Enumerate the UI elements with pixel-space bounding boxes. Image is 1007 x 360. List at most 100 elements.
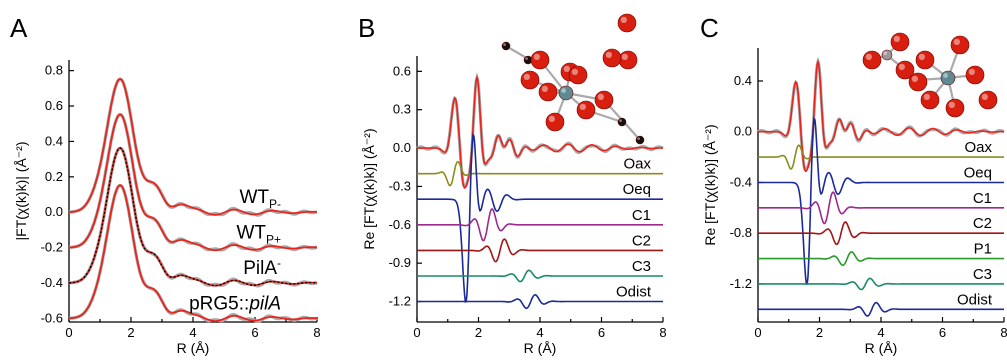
y-tick-label: 0.6 bbox=[393, 63, 411, 78]
oxygen-atom-highlight bbox=[605, 51, 612, 58]
component-curve bbox=[758, 116, 1004, 286]
component-curve bbox=[417, 132, 663, 303]
x-tick-label: 2 bbox=[475, 325, 482, 340]
x-tick-label: 6 bbox=[939, 325, 946, 340]
component-label: Oeq bbox=[964, 164, 992, 181]
y-tick-label: 0.4 bbox=[734, 73, 752, 88]
carbon-atom bbox=[635, 135, 645, 145]
x-axis-label: R (Å) bbox=[865, 340, 898, 356]
oxygen-atom-highlight bbox=[523, 73, 530, 80]
oxygen-atom-highlight bbox=[541, 85, 548, 92]
oxygen-atom-highlight bbox=[620, 16, 627, 23]
oxygen-atom bbox=[576, 100, 596, 120]
x-tick-label: 2 bbox=[816, 325, 823, 340]
oxygen-atom bbox=[617, 13, 637, 33]
series-label: WTP+ bbox=[236, 223, 281, 247]
oxygen-atom bbox=[965, 65, 985, 85]
carbon-atom-highlight bbox=[637, 137, 640, 141]
x-tick-label: 2 bbox=[127, 325, 134, 340]
component-curve bbox=[417, 293, 663, 310]
series-label: pRG5::pilA bbox=[189, 293, 281, 314]
panel-letter: A bbox=[10, 13, 28, 43]
component-curve bbox=[417, 238, 663, 263]
y-tick-label: 0.0 bbox=[393, 140, 411, 155]
oxygen-atom bbox=[915, 50, 935, 70]
y-tick-label: -1.2 bbox=[730, 276, 752, 291]
y-tick-label: 0.3 bbox=[393, 102, 411, 117]
dotted-curve bbox=[69, 147, 318, 287]
oxygen-atom bbox=[538, 82, 558, 102]
oxygen-atom bbox=[520, 70, 540, 90]
x-tick-label: 0 bbox=[65, 325, 72, 340]
component-curve bbox=[758, 251, 1004, 267]
panel-letter: C bbox=[700, 13, 719, 43]
x-tick-label: 8 bbox=[313, 325, 320, 340]
oxygen-atom-highlight bbox=[597, 93, 604, 100]
uranium-atom bbox=[940, 70, 956, 86]
carbon-atom bbox=[501, 41, 511, 51]
oxygen-atom bbox=[545, 112, 565, 132]
y-axis-label: |FT(χ(k)k)| (Å⁻²) bbox=[13, 142, 29, 241]
x-tick-label: 4 bbox=[877, 325, 884, 340]
fit-curve bbox=[69, 113, 318, 252]
oxygen-atom-highlight bbox=[548, 115, 555, 122]
y-tick-label: -0.6 bbox=[389, 217, 411, 232]
fit-curve bbox=[69, 78, 318, 216]
oxygen-atom-highlight bbox=[579, 103, 586, 110]
carbon-atom-highlight bbox=[525, 57, 528, 60]
oxygen-atom-highlight bbox=[865, 53, 872, 60]
component-curve bbox=[417, 160, 663, 187]
x-tick-label: 6 bbox=[251, 325, 258, 340]
x-axis-label: R (Å) bbox=[524, 340, 557, 356]
y-tick-label: -0.2 bbox=[41, 240, 63, 255]
component-curve bbox=[758, 301, 1004, 317]
oxygen-atom bbox=[618, 50, 638, 70]
y-tick-label: 0.6 bbox=[45, 98, 63, 113]
oxygen-atom bbox=[568, 65, 588, 85]
y-tick-label: -0.4 bbox=[730, 174, 752, 189]
component-label: P1 bbox=[974, 241, 992, 258]
x-tick-label: 6 bbox=[598, 325, 605, 340]
uranium-atom-highlight bbox=[561, 88, 566, 94]
oxygen-atom bbox=[950, 35, 970, 55]
component-label: C1 bbox=[632, 207, 651, 224]
oxygen-atom-highlight bbox=[953, 38, 960, 45]
oxygen-atom-highlight bbox=[893, 35, 900, 42]
y-tick-label: 0.0 bbox=[45, 204, 63, 219]
component-curve bbox=[417, 74, 663, 189]
y-tick-label: 0.4 bbox=[45, 133, 63, 148]
y-tick-label: 0.8 bbox=[45, 63, 63, 78]
x-tick-label: 8 bbox=[659, 325, 666, 340]
component-label: C3 bbox=[973, 266, 992, 283]
component-label: C1 bbox=[973, 190, 992, 207]
component-label: Oax bbox=[623, 156, 651, 173]
component-curve bbox=[758, 191, 1004, 225]
component-label: Odist bbox=[616, 284, 652, 301]
y-tick-label: -0.9 bbox=[389, 255, 411, 270]
panel-B: B 0 2 4 6 8 -1.2 -0.9 -0.6 -0.3 0.0 0.3 0.6 R (Å) Re [… bbox=[358, 13, 667, 356]
panel-C: C 0 2 4 6 8 -1.2 -0.8 -0.4 0.0 0.4 R (Å) Re [FT(χ(k)… bbox=[700, 13, 1007, 356]
component-label: C2 bbox=[632, 232, 651, 249]
component-label: Oeq bbox=[623, 181, 651, 198]
uranium-atom bbox=[558, 85, 574, 101]
component-label: C3 bbox=[632, 258, 651, 275]
x-tick-label: 4 bbox=[189, 325, 196, 340]
y-tick-label: -0.8 bbox=[730, 225, 752, 240]
fit-curve bbox=[69, 184, 317, 322]
x-tick-label: 0 bbox=[413, 325, 420, 340]
oxygen-atom bbox=[920, 90, 940, 110]
uranium-atom-highlight bbox=[943, 73, 948, 79]
y-tick-label: 0.0 bbox=[734, 124, 752, 139]
panel-letter: B bbox=[358, 13, 375, 43]
oxygen-atom bbox=[862, 50, 882, 70]
oxygen-atom-highlight bbox=[621, 53, 628, 60]
x-tick-label: 4 bbox=[536, 325, 543, 340]
x-tick-label: 8 bbox=[1000, 325, 1007, 340]
y-axis-label: Re [FT(χ(k)k)] (Å⁻²) bbox=[702, 124, 718, 245]
oxygen-atom-highlight bbox=[911, 75, 918, 82]
component-curve bbox=[758, 221, 1004, 246]
component-curve bbox=[417, 269, 663, 283]
oxygen-atom bbox=[895, 60, 915, 80]
